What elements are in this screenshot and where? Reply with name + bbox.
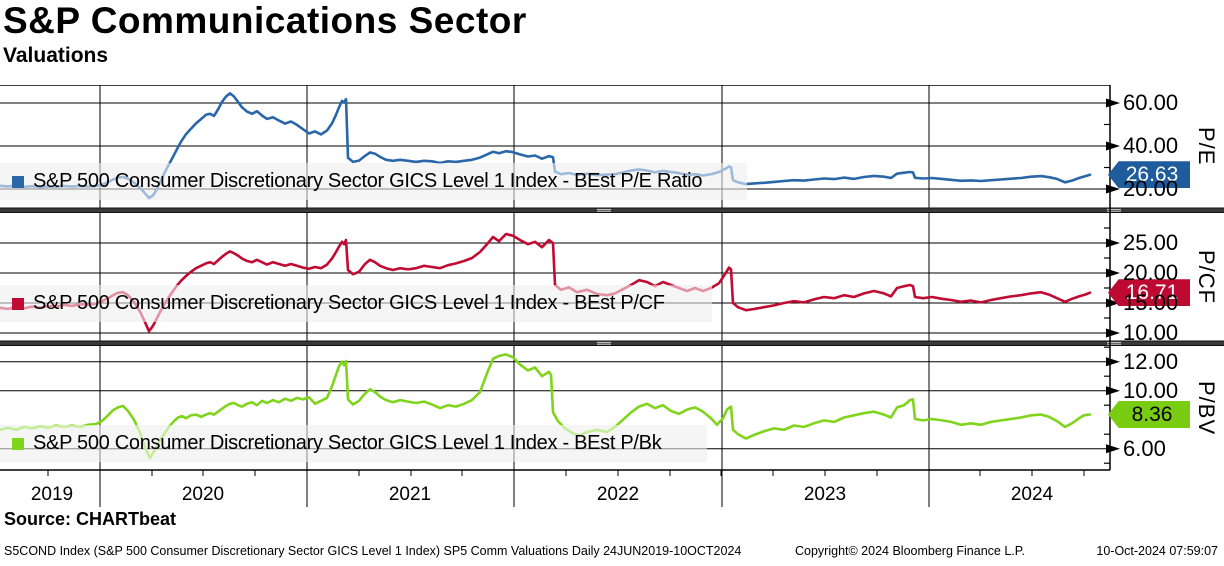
last-value-tag-pbv: 8.36 [1108,400,1190,428]
x-axis-year-label: 2020 [181,484,225,505]
legend-marker-pe-icon [12,175,24,188]
legend-label-pcf: S&P 500 Consumer Discretionary Sector GI… [33,292,665,314]
legend-label-pe: S&P 500 Consumer Discretionary Sector GI… [33,170,703,192]
y-axis-tick-label: 20.00 [1123,176,1179,201]
last-value-tag-pe: 26.63 [1108,161,1190,189]
axis-title-pcf: P/CF [1194,249,1219,304]
x-axis-year-label: 2022 [596,484,640,505]
y-axis-tick-label: 20.00 [1123,260,1179,285]
y-axis-tick-label: 12.00 [1123,348,1179,374]
chart-plot-area [0,85,1224,507]
y-axis-tick-label: 10.00 [1123,377,1179,403]
x-axis-year-label: 2023 [803,484,847,505]
x-axis-year-label: 2019 [30,484,74,505]
legend-marker-pbv-icon [12,437,24,450]
axis-title-pbv: P/BV [1194,380,1219,435]
legend-label-pbv: S&P 500 Consumer Discretionary Sector GI… [33,432,662,454]
legend-marker-pcf-icon [12,297,24,310]
y-axis-tick-label: 60.00 [1123,90,1179,115]
x-axis-year-label: 2024 [1010,484,1054,505]
source-note: Source: CHARTbeat [4,509,177,529]
legend-pcf: S&P 500 Consumer Discretionary Sector GI… [12,285,665,322]
axis-title-pe: P/E [1194,127,1219,166]
y-axis-tick-label: 25.00 [1123,230,1179,255]
y-axis-tick-label: 15.00 [1123,290,1179,315]
y-axis-tick-label: 40.00 [1123,133,1179,158]
page-subtitle: Valuations [3,44,109,67]
legend-pe: S&P 500 Consumer Discretionary Sector GI… [12,163,702,200]
x-axis-year-label: 2021 [388,484,432,505]
y-axis-tick-label: 10.00 [1123,320,1179,345]
footer-copyright: Copyright© 2024 Bloomberg Finance L.P. [795,544,1025,558]
last-value-tag-pcf: 16.71 [1108,279,1190,307]
footer-description: S5COND Index (S&P 500 Consumer Discretio… [4,544,742,558]
y-axis-tick-label: 6.00 [1123,435,1166,461]
page-title: S&P Communications Sector [3,0,527,41]
footer-datetime: 10-Oct-2024 07:59:07 [1096,544,1218,558]
legend-pbv: S&P 500 Consumer Discretionary Sector GI… [12,425,662,462]
